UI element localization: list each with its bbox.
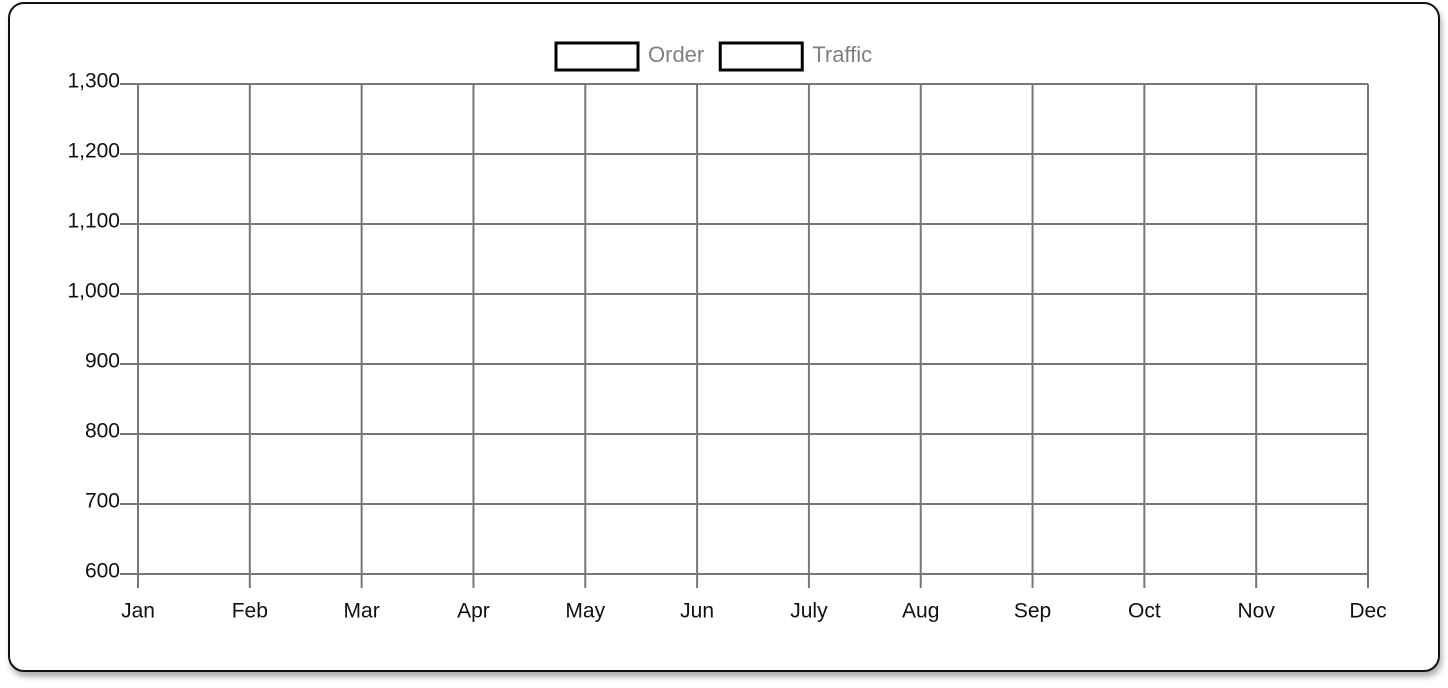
x-tick-label: Mar [344, 600, 380, 623]
legend-label: Traffic [812, 42, 872, 67]
x-tick-label: Oct [1128, 600, 1161, 623]
y-tick-label: 1,000 [67, 280, 120, 303]
legend-swatch [554, 41, 640, 72]
x-tick-label: Dec [1349, 600, 1386, 623]
y-tick-label: 1,200 [67, 140, 120, 163]
legend-swatch [718, 41, 804, 72]
x-tick-label: Nov [1238, 600, 1276, 623]
x-tick-label: Jan [121, 600, 155, 623]
y-tick-label: 800 [85, 420, 120, 443]
x-tick-label: Feb [232, 600, 268, 623]
y-tick-label: 700 [85, 490, 120, 513]
x-tick-label: Jun [680, 600, 714, 623]
x-tick-label: May [565, 600, 605, 623]
y-tick-label: 1,100 [67, 210, 120, 233]
x-tick-label: Sep [1014, 600, 1051, 623]
x-tick-label: Aug [902, 600, 939, 623]
chart-card [8, 2, 1440, 672]
x-tick-label: July [790, 600, 828, 623]
x-tick-label: Apr [457, 600, 490, 623]
y-tick-label: 1,300 [67, 70, 120, 93]
y-tick-label: 600 [85, 560, 120, 583]
legend-label: Order [648, 42, 704, 67]
y-tick-label: 900 [85, 350, 120, 373]
